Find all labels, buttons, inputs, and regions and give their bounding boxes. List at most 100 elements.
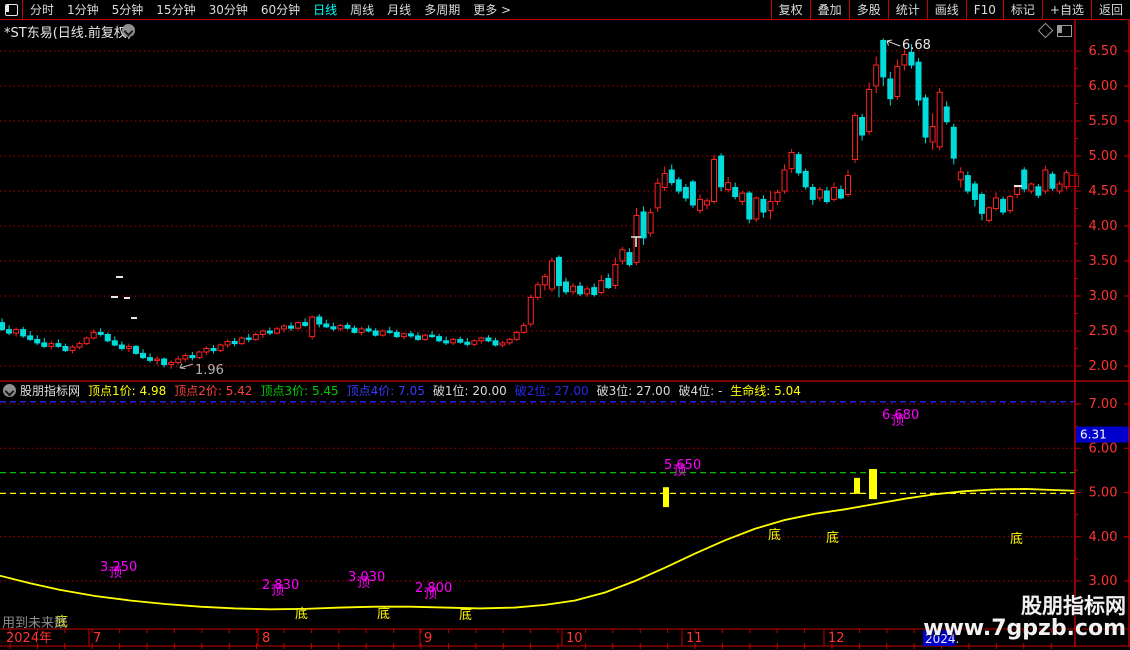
menu-button-叠加[interactable]: 叠加 (809, 0, 849, 19)
high-price-label: 6.68 (902, 38, 931, 53)
candle-body (464, 341, 471, 345)
candle-body (323, 323, 330, 328)
candle-body (175, 358, 182, 363)
window-layout-button[interactable] (0, 0, 23, 19)
menu-button-返回[interactable]: 返回 (1090, 0, 1130, 19)
candle (541, 273, 548, 291)
candle-body (27, 335, 34, 340)
candle (266, 327, 273, 336)
menu-button-复权[interactable]: 复权 (770, 0, 810, 19)
menu-item-60分钟[interactable]: 60分钟 (260, 3, 301, 17)
menu-item-30分钟[interactable]: 30分钟 (208, 3, 248, 17)
candle-body (224, 341, 231, 346)
menu-item-1分钟[interactable]: 1分钟 (67, 3, 99, 17)
candle (753, 196, 760, 222)
candle (767, 191, 774, 219)
top-marker-label: 顶 (109, 566, 122, 581)
top-price-label: 5.650 (664, 458, 701, 473)
candle (1000, 196, 1007, 215)
indicator-axis: 7.00 6.00 5.00 4.00 3.00 6.31 (1075, 397, 1130, 589)
candle (1063, 170, 1070, 190)
candle (711, 154, 718, 204)
candle (0, 318, 5, 331)
candle (323, 319, 330, 329)
candle (168, 360, 175, 369)
candle-body (1049, 173, 1056, 189)
price-axis-label: 5.00 (1089, 149, 1118, 164)
candle-body (809, 187, 816, 200)
candle (471, 339, 478, 347)
candle-body (986, 207, 992, 221)
low-arrow-icon (179, 363, 194, 369)
candle (802, 168, 809, 190)
indicator-axis-label: 5.00 (1089, 486, 1118, 501)
indicator-chevron-down-icon[interactable] (3, 384, 16, 397)
window-layout-icon (5, 4, 18, 16)
candle (1014, 185, 1021, 198)
menu-item-月线[interactable]: 月线 (387, 3, 412, 17)
menu-item-周线[interactable]: 周线 (350, 3, 375, 17)
menu-item-多周期[interactable]: 多周期 (424, 3, 461, 17)
candle-body (795, 154, 802, 174)
menu-button-+自选[interactable]: +自选 (1041, 0, 1091, 19)
candle-body (837, 189, 844, 199)
candle-body (407, 333, 414, 337)
candle (704, 198, 710, 210)
candle (534, 282, 541, 301)
menu-item-更多 >[interactable]: 更多 > (473, 3, 512, 17)
bottom-marker-label: 底 (1010, 531, 1023, 547)
title-chevron-down-icon[interactable] (122, 24, 135, 37)
date-end-box-bg (923, 630, 955, 646)
top-marker-label: 顶 (357, 576, 370, 591)
candle (13, 327, 20, 337)
menu-button-多股[interactable]: 多股 (848, 0, 888, 19)
indicator-axis-label: 4.00 (1089, 530, 1118, 545)
menu-item-5分钟[interactable]: 5分钟 (111, 3, 144, 17)
menu-item-15分钟[interactable]: 15分钟 (156, 3, 196, 17)
candle (908, 44, 915, 69)
menu-item-分时[interactable]: 分时 (30, 3, 55, 17)
indicator-field: 破4位: - (678, 383, 723, 398)
candle-body (196, 351, 203, 359)
panel-layout-icon[interactable] (1057, 25, 1072, 37)
candle (147, 353, 154, 363)
candle (104, 332, 111, 343)
candle (626, 248, 633, 267)
bottom-marker-label: 底 (55, 614, 68, 630)
candle (457, 336, 464, 344)
menu-item-日线[interactable]: 日线 (313, 3, 338, 17)
candle (478, 336, 485, 344)
menu-button-画线[interactable]: 画线 (926, 0, 966, 19)
candle (464, 338, 471, 347)
menu-button-统计[interactable]: 统计 (887, 0, 927, 19)
candle (379, 329, 386, 337)
indicator-axis-label: 6.00 (1089, 441, 1118, 456)
candle-body (132, 345, 139, 354)
candle (6, 325, 13, 336)
candle (344, 322, 351, 330)
candle-body (147, 357, 154, 361)
candle-body (365, 328, 372, 332)
candle (1049, 171, 1056, 191)
candle (781, 164, 788, 194)
candle (696, 194, 703, 214)
candle-body (478, 337, 485, 342)
candle-body (852, 114, 859, 160)
indicator-field: 顶点2价: 5.42 (174, 383, 253, 398)
candle-body (598, 280, 605, 294)
candle-body (696, 198, 703, 212)
menu-button-F10[interactable]: F10 (965, 0, 1003, 19)
indicator-name: 股朋指标网 (20, 383, 81, 398)
candle (97, 328, 104, 337)
candle-body (330, 326, 337, 330)
candle-body (1021, 169, 1028, 190)
candle (1028, 182, 1035, 194)
candle-body (217, 344, 224, 352)
candle (485, 335, 492, 343)
candle-body (555, 257, 562, 286)
date-end-box: 2024. (923, 630, 959, 646)
month-label: 11 (686, 631, 703, 646)
candle (203, 346, 210, 355)
menu-button-标记[interactable]: 标记 (1002, 0, 1042, 19)
